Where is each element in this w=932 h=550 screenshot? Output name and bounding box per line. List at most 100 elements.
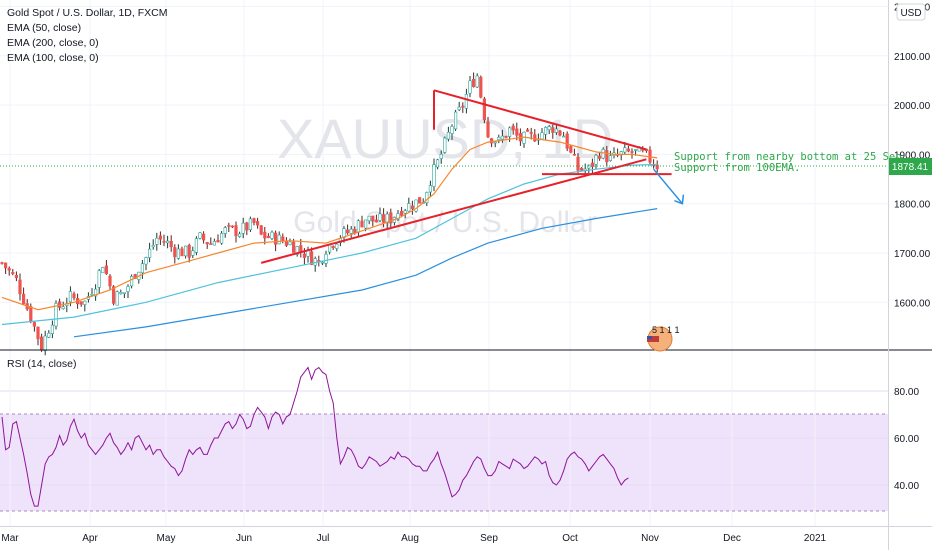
candle-body bbox=[381, 214, 386, 223]
candle-body bbox=[360, 220, 364, 228]
candle-body bbox=[144, 257, 148, 265]
candle-body bbox=[363, 219, 368, 229]
candle-body bbox=[270, 231, 274, 239]
ema-50-line bbox=[1, 136, 658, 311]
candle-body bbox=[184, 245, 188, 257]
candle-body bbox=[569, 146, 573, 153]
candle-body bbox=[133, 274, 137, 279]
candle-body bbox=[176, 248, 181, 259]
candle-body bbox=[590, 162, 594, 167]
candle-body bbox=[169, 241, 173, 248]
candle-body bbox=[173, 247, 177, 258]
candle-body bbox=[43, 335, 47, 352]
candle-body bbox=[378, 213, 382, 221]
candle-body bbox=[14, 275, 18, 279]
time-tick-label: Jul bbox=[317, 533, 330, 544]
candle-body bbox=[529, 132, 533, 134]
legend-ema-100[interactable]: EMA (100, close, 0) bbox=[7, 52, 99, 64]
candle-body bbox=[266, 235, 271, 238]
candle-body bbox=[288, 241, 292, 245]
candle-body bbox=[349, 228, 353, 234]
candle-body bbox=[540, 132, 544, 140]
candle-body bbox=[497, 137, 501, 141]
candle-body bbox=[533, 134, 537, 142]
candle-body bbox=[367, 215, 371, 222]
candle-body bbox=[515, 128, 519, 136]
rsi-line bbox=[1, 366, 629, 507]
candle-body bbox=[435, 159, 440, 168]
candle-body bbox=[39, 336, 44, 351]
earnings-flag-icon[interactable]: 5 1 1 1 bbox=[647, 325, 680, 352]
candle-body bbox=[191, 250, 195, 256]
candle-body bbox=[115, 291, 119, 306]
candle-body bbox=[410, 205, 415, 210]
currency-button[interactable] bbox=[896, 3, 926, 21]
trendlines bbox=[260, 89, 685, 264]
last-price-tag bbox=[889, 158, 932, 175]
currency-label: USD bbox=[900, 8, 921, 19]
candle-body bbox=[417, 197, 422, 204]
rsi-axis[interactable]: 40.00 60.00 80.00 bbox=[894, 387, 919, 492]
candle-body bbox=[396, 213, 400, 220]
rsi-title[interactable]: RSI (14, close) bbox=[7, 358, 76, 370]
candle-body bbox=[21, 293, 26, 305]
price-tick-label: 2100.00 bbox=[894, 52, 931, 63]
legend-ema-50[interactable]: EMA (50, close) bbox=[7, 22, 81, 34]
candle-body bbox=[626, 148, 630, 152]
candle-body bbox=[230, 225, 235, 228]
trendline bbox=[260, 158, 647, 264]
candle-body bbox=[54, 303, 58, 327]
time-tick-label: 2021 bbox=[804, 533, 827, 544]
candle-body bbox=[525, 129, 530, 132]
candle-body bbox=[468, 80, 472, 94]
candle-body bbox=[227, 225, 231, 227]
candle-body bbox=[471, 79, 476, 88]
candle-body bbox=[11, 272, 15, 274]
candle-body bbox=[446, 131, 451, 140]
candle-body bbox=[309, 251, 314, 265]
legend-ema-200[interactable]: EMA (200, close, 0) bbox=[7, 37, 99, 49]
candle-body bbox=[209, 243, 213, 245]
candle-body bbox=[104, 265, 108, 275]
candle-body bbox=[284, 240, 289, 246]
candle-body bbox=[655, 164, 659, 170]
candle-body bbox=[112, 286, 116, 304]
candle-body bbox=[565, 133, 569, 149]
time-tick-label: Dec bbox=[723, 533, 741, 544]
candle-body bbox=[486, 121, 490, 138]
candle-body bbox=[482, 98, 487, 121]
candle-body bbox=[216, 239, 220, 243]
candle-body bbox=[241, 222, 245, 234]
candle-body bbox=[551, 127, 555, 133]
candle-body bbox=[554, 128, 558, 133]
candle-body bbox=[489, 138, 494, 144]
candle-body bbox=[335, 243, 339, 249]
candle-body bbox=[464, 94, 469, 109]
ema-100-line bbox=[1, 163, 658, 326]
time-tick-label: Mar bbox=[1, 533, 19, 544]
candle-body bbox=[72, 293, 76, 299]
price-tick-label: 2000.00 bbox=[894, 101, 931, 112]
candle-body bbox=[630, 151, 634, 153]
candle-body bbox=[432, 164, 436, 187]
price-tick-label: 1900.00 bbox=[894, 150, 931, 161]
candle-body bbox=[198, 232, 202, 239]
annotation-support-bottom: Support from nearby bottom at 25 Sep. bbox=[674, 151, 908, 163]
candle-body bbox=[403, 210, 407, 214]
candle-body bbox=[130, 275, 134, 287]
forecast-arrow bbox=[653, 168, 683, 205]
candle-body bbox=[238, 233, 242, 237]
candle-body bbox=[331, 246, 335, 248]
candle-body bbox=[475, 75, 479, 88]
candle-body bbox=[4, 262, 8, 269]
candle-body bbox=[543, 127, 548, 135]
candle-body bbox=[108, 275, 112, 287]
candle-body bbox=[158, 235, 163, 240]
candle-body bbox=[597, 155, 602, 159]
time-axis[interactable]: Mar Apr May Jun Jul Aug Sep Oct Nov Dec 2021 bbox=[1, 533, 826, 544]
candle-body bbox=[83, 300, 87, 305]
candle-body bbox=[453, 111, 458, 130]
candle-body bbox=[223, 227, 227, 234]
ema-200-line bbox=[73, 208, 658, 338]
